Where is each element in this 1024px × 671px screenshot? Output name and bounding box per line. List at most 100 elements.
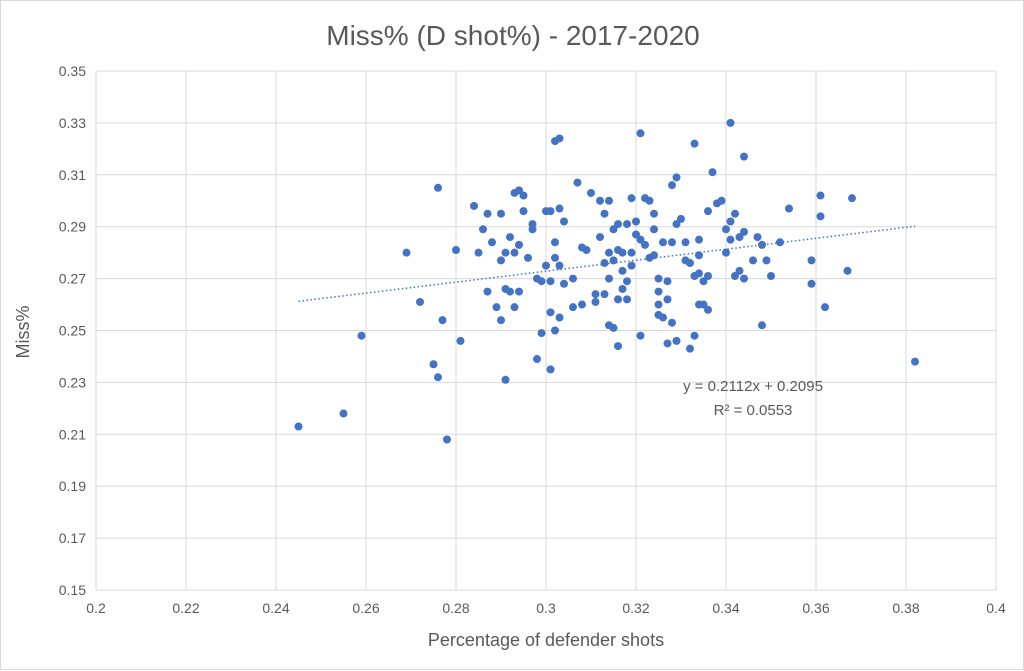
data-point xyxy=(555,204,564,213)
data-point xyxy=(443,435,451,444)
data-point xyxy=(555,313,564,322)
data-point xyxy=(452,246,460,255)
data-point xyxy=(663,339,672,348)
data-point xyxy=(551,326,559,335)
y-axis-label: Miss% xyxy=(13,306,33,359)
data-point xyxy=(515,287,523,296)
data-point xyxy=(807,256,816,265)
data-point xyxy=(501,248,510,257)
y-tick-label: 0.15 xyxy=(59,582,86,598)
x-tick-label: 0.26 xyxy=(352,600,379,616)
data-point xyxy=(569,274,577,283)
data-point xyxy=(681,238,690,247)
data-point xyxy=(843,266,852,275)
data-point xyxy=(560,279,568,288)
data-point xyxy=(479,225,487,234)
data-point xyxy=(641,240,649,249)
data-point xyxy=(497,209,505,218)
data-point xyxy=(605,248,613,257)
data-point xyxy=(672,220,681,229)
data-point xyxy=(650,251,658,260)
data-point xyxy=(623,220,631,229)
data-point xyxy=(546,365,555,374)
data-point xyxy=(596,233,604,242)
chart-title: Miss% (D shot%) - 2017-2020 xyxy=(326,20,699,51)
data-point xyxy=(497,316,505,325)
data-point xyxy=(429,360,438,369)
data-point xyxy=(776,238,784,247)
y-tick-label: 0.23 xyxy=(59,374,86,390)
data-point xyxy=(510,303,519,312)
data-point xyxy=(699,300,708,309)
data-point xyxy=(758,321,766,330)
gridlines xyxy=(95,70,997,591)
y-tick-label: 0.31 xyxy=(59,167,86,183)
data-point xyxy=(578,300,586,309)
data-point xyxy=(596,196,604,205)
data-point xyxy=(515,186,523,195)
data-point xyxy=(627,261,636,270)
data-point xyxy=(402,248,411,257)
x-tick-label: 0.34 xyxy=(712,600,739,616)
data-point xyxy=(600,290,609,299)
y-tick-label: 0.27 xyxy=(59,271,86,287)
data-point xyxy=(735,233,744,242)
data-point xyxy=(663,277,672,286)
trendline-equation: y = 0.2112x + 0.2095 xyxy=(683,378,823,395)
data-point xyxy=(492,303,501,312)
data-point xyxy=(569,303,577,312)
x-tick-label: 0.22 xyxy=(172,600,199,616)
data-point xyxy=(501,375,510,384)
y-tick-label: 0.19 xyxy=(59,478,86,494)
data-point xyxy=(519,207,528,216)
data-point xyxy=(438,316,447,325)
data-point xyxy=(600,259,609,268)
x-tick-label: 0.36 xyxy=(802,600,829,616)
data-point xyxy=(483,287,492,296)
data-point xyxy=(672,173,681,182)
data-point xyxy=(609,256,618,265)
data-point xyxy=(434,373,442,382)
data-point xyxy=(614,220,622,229)
data-point xyxy=(605,196,613,205)
data-point xyxy=(821,303,829,312)
data-point xyxy=(731,272,739,281)
data-point xyxy=(618,248,627,257)
data-point xyxy=(654,274,663,283)
data-point xyxy=(848,194,856,203)
data-point xyxy=(753,233,762,242)
data-point xyxy=(533,355,541,364)
data-point xyxy=(717,196,726,205)
data-point xyxy=(726,118,735,127)
data-point xyxy=(623,295,631,304)
data-point xyxy=(488,238,496,247)
data-point xyxy=(695,269,703,278)
data-point xyxy=(605,274,613,283)
x-tick-label: 0.38 xyxy=(892,600,919,616)
data-point xyxy=(609,225,618,234)
data-point xyxy=(582,246,591,255)
data-point xyxy=(294,422,303,431)
data-point xyxy=(524,253,532,262)
data-point xyxy=(560,217,568,226)
x-tick-label: 0.2 xyxy=(86,600,106,616)
data-point xyxy=(546,277,555,286)
data-point xyxy=(632,230,640,239)
y-tick-label: 0.35 xyxy=(59,63,86,79)
data-point xyxy=(735,266,744,275)
y-tick-label: 0.17 xyxy=(59,530,86,546)
x-axis-label: Percentage of defender shots xyxy=(428,630,664,650)
data-point xyxy=(816,212,825,221)
data-point xyxy=(546,207,555,216)
data-point xyxy=(510,248,519,257)
data-point xyxy=(627,194,636,203)
data-point xyxy=(690,139,699,148)
data-point xyxy=(506,287,514,296)
y-tick-label: 0.33 xyxy=(59,115,86,131)
data-point xyxy=(708,168,717,177)
data-point xyxy=(546,308,555,317)
data-point xyxy=(911,357,919,366)
x-tick-labels: 0.2 0.22 0.24 0.26 0.28 0.3 0.32 0.34 0.36 0.38 0.… xyxy=(86,600,1006,616)
data-point xyxy=(573,178,582,187)
